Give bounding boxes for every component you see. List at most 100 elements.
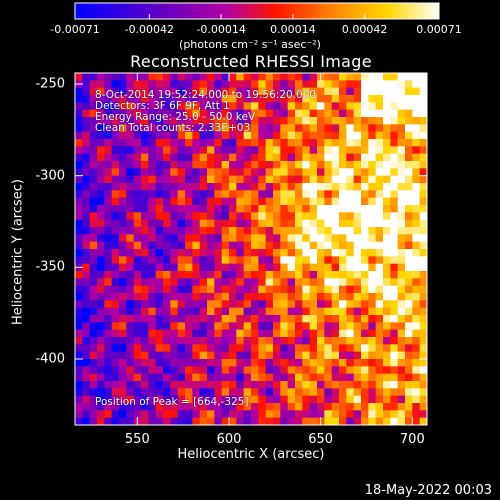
heatmap-cell (265, 205, 274, 213)
colorbar-tick-label: 0.00042 (341, 23, 388, 36)
heatmap-cell (295, 102, 303, 110)
heatmap-cell (346, 124, 354, 132)
heatmap-cell (287, 205, 296, 213)
heatmap-cell (126, 403, 134, 411)
heatmap-cell (273, 80, 281, 88)
heatmap-cell (229, 315, 237, 323)
heatmap-cell (185, 168, 193, 176)
heatmap-cell (177, 183, 186, 191)
heatmap-cell (82, 410, 90, 418)
heatmap-cell (163, 351, 171, 360)
heatmap-cell (170, 161, 178, 169)
heatmap-cell (89, 388, 98, 396)
heatmap-cell (199, 73, 208, 81)
heatmap-cell (353, 337, 362, 345)
heatmap-cell (383, 381, 391, 389)
heatmap-cell (280, 359, 288, 367)
heatmap-cell (155, 344, 164, 352)
heatmap-cell (309, 124, 318, 132)
heatmap-cell (295, 388, 303, 396)
heatmap-cell (397, 153, 406, 162)
heatmap-cell (243, 227, 252, 235)
heatmap-cell (97, 285, 105, 294)
heatmap-cell (346, 315, 354, 323)
heatmap-cell (89, 124, 98, 132)
heatmap-cell (214, 183, 222, 191)
heatmap-cell (155, 124, 164, 132)
heatmap-cell (324, 87, 332, 96)
heatmap-cell (163, 146, 171, 154)
heatmap-cell (207, 300, 215, 308)
heatmap-cell (163, 359, 171, 367)
heatmap-cell (273, 256, 281, 264)
heatmap-cell (397, 263, 406, 272)
heatmap-cell (368, 278, 376, 286)
heatmap-cell (243, 205, 252, 213)
heatmap-cell (221, 388, 230, 396)
heatmap-cell (361, 205, 369, 213)
heatmap-cell (119, 322, 127, 330)
heatmap-cell (251, 80, 259, 88)
heatmap-cell (89, 175, 98, 184)
heatmap-cell (170, 139, 178, 147)
heatmap-cell (383, 139, 391, 147)
heatmap-cell (346, 175, 354, 184)
heatmap-cell (361, 417, 369, 426)
heatmap-cell (207, 351, 215, 360)
heatmap-cell (419, 212, 428, 220)
heatmap-cell (89, 80, 98, 88)
heatmap-cell (353, 212, 362, 220)
heatmap-cell (185, 95, 193, 103)
heatmap-cell (346, 403, 354, 411)
heatmap-cell (170, 300, 178, 308)
heatmap-cell (412, 381, 420, 389)
heatmap-cell (97, 117, 105, 125)
heatmap-cell (383, 395, 391, 404)
heatmap-cell (265, 300, 274, 308)
heatmap-cell (346, 241, 354, 250)
heatmap-cell (126, 263, 134, 272)
heatmap-cell (287, 373, 296, 382)
heatmap-cell (390, 410, 398, 418)
heatmap-cell (375, 337, 384, 345)
heatmap-cell (170, 212, 178, 220)
heatmap-cell (375, 388, 384, 396)
heatmap-cell (273, 307, 281, 316)
heatmap-cell (405, 395, 413, 404)
heatmap-cell (192, 124, 200, 132)
heatmap-cell (339, 249, 347, 257)
heatmap-cell (258, 73, 266, 81)
heatmap-cell (214, 337, 222, 345)
heatmap-cell (236, 307, 244, 316)
heatmap-cell (119, 227, 127, 235)
heatmap-cell (390, 366, 398, 374)
heatmap-cell (295, 124, 303, 132)
heatmap-cell (331, 234, 340, 242)
heatmap-cell (119, 256, 127, 264)
heatmap-cell (383, 271, 391, 279)
heatmap-cell (97, 95, 105, 103)
heatmap-cell (148, 183, 156, 191)
heatmap-cell (155, 271, 164, 279)
heatmap-cell (207, 161, 215, 169)
heatmap-cell (207, 234, 215, 242)
heatmap-cell (111, 256, 120, 264)
heatmap-cell (243, 249, 252, 257)
heatmap-cell (141, 139, 149, 147)
heatmap-cell (236, 373, 244, 382)
heatmap-cell (375, 300, 384, 308)
heatmap-cell (280, 139, 288, 147)
heatmap-cell (280, 219, 288, 228)
heatmap-cell (141, 344, 149, 352)
heatmap-cell (287, 300, 296, 308)
heatmap-cell (324, 395, 332, 404)
heatmap-cell (192, 205, 200, 213)
heatmap-cell (368, 175, 376, 184)
heatmap-cell (405, 183, 413, 191)
heatmap-cell (368, 131, 376, 140)
heatmap-cell (155, 117, 164, 125)
heatmap-cell (331, 80, 340, 88)
heatmap-cell (258, 102, 266, 110)
heatmap-cell (361, 234, 369, 242)
heatmap-cell (280, 351, 288, 360)
